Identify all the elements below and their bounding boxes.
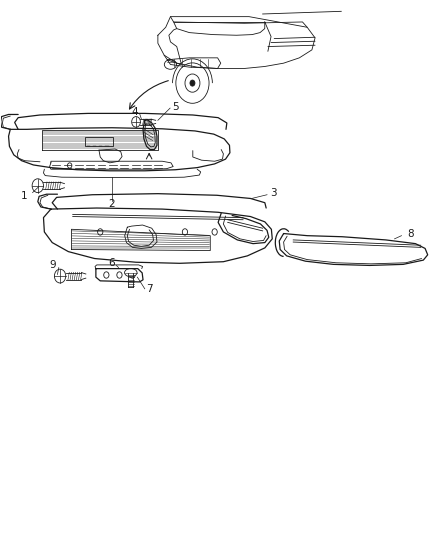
Text: 5: 5 bbox=[172, 102, 179, 112]
Text: 2: 2 bbox=[109, 199, 115, 209]
Text: 6: 6 bbox=[109, 258, 115, 268]
Text: 1: 1 bbox=[21, 191, 27, 201]
Text: 9: 9 bbox=[49, 261, 56, 270]
Text: 3: 3 bbox=[270, 188, 277, 198]
Ellipse shape bbox=[124, 269, 137, 277]
Text: 8: 8 bbox=[407, 229, 413, 239]
Text: 7: 7 bbox=[146, 284, 152, 294]
Bar bbox=[85, 137, 113, 147]
Text: 4: 4 bbox=[132, 107, 138, 117]
Circle shape bbox=[190, 80, 195, 86]
